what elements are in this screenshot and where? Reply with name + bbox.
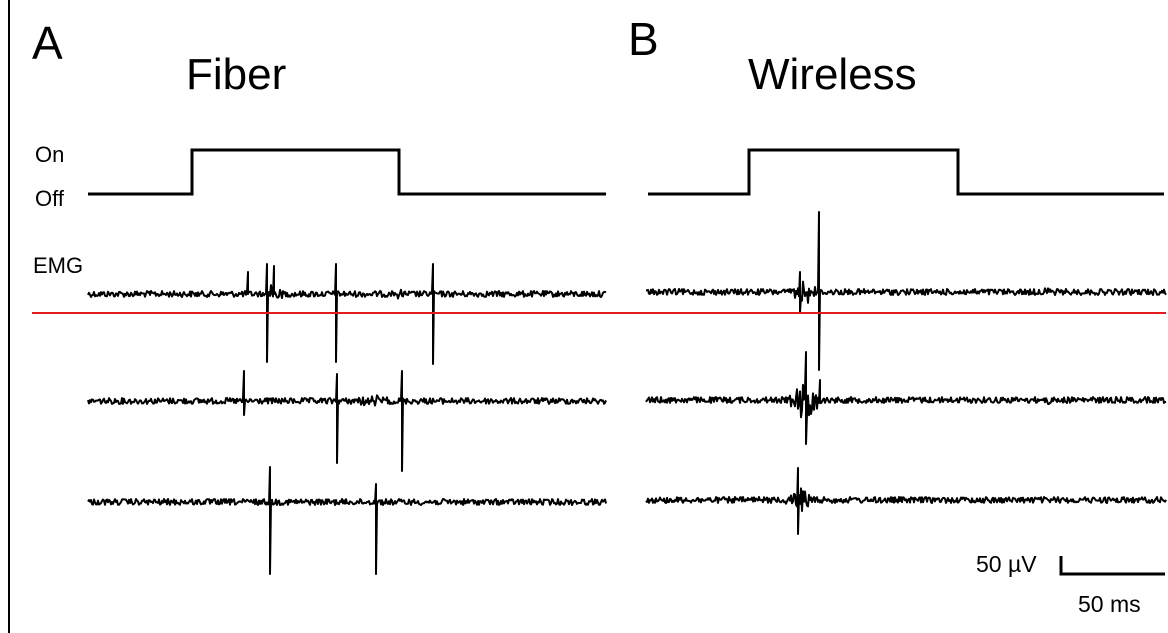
panel-b-letter: B <box>628 13 659 65</box>
off-label: Off <box>35 186 64 211</box>
wireless-emg-trace-3 <box>645 467 1167 535</box>
fiber-emg-trace-1 <box>87 263 607 365</box>
panel-a-title: Fiber <box>186 50 287 99</box>
on-label: On <box>35 142 65 167</box>
scalebar <box>1059 556 1165 576</box>
panel-a-letter: A <box>32 17 63 69</box>
scalebar-time-label: 50 ms <box>1078 591 1141 617</box>
wireless-stimulus-trace <box>648 148 1164 196</box>
wireless-emg-trace-1 <box>645 211 1167 371</box>
fiber-emg-trace-2 <box>87 370 607 472</box>
wireless-emg-trace-2 <box>645 351 1167 445</box>
emg-traces <box>87 211 1167 575</box>
emg-label: EMG <box>33 253 84 278</box>
scalebar-voltage-label: 50 µV <box>976 551 1037 577</box>
fiber-emg-trace-3 <box>87 466 607 575</box>
fiber-stimulus-trace <box>88 148 606 196</box>
panel-b-title: Wireless <box>748 50 917 99</box>
